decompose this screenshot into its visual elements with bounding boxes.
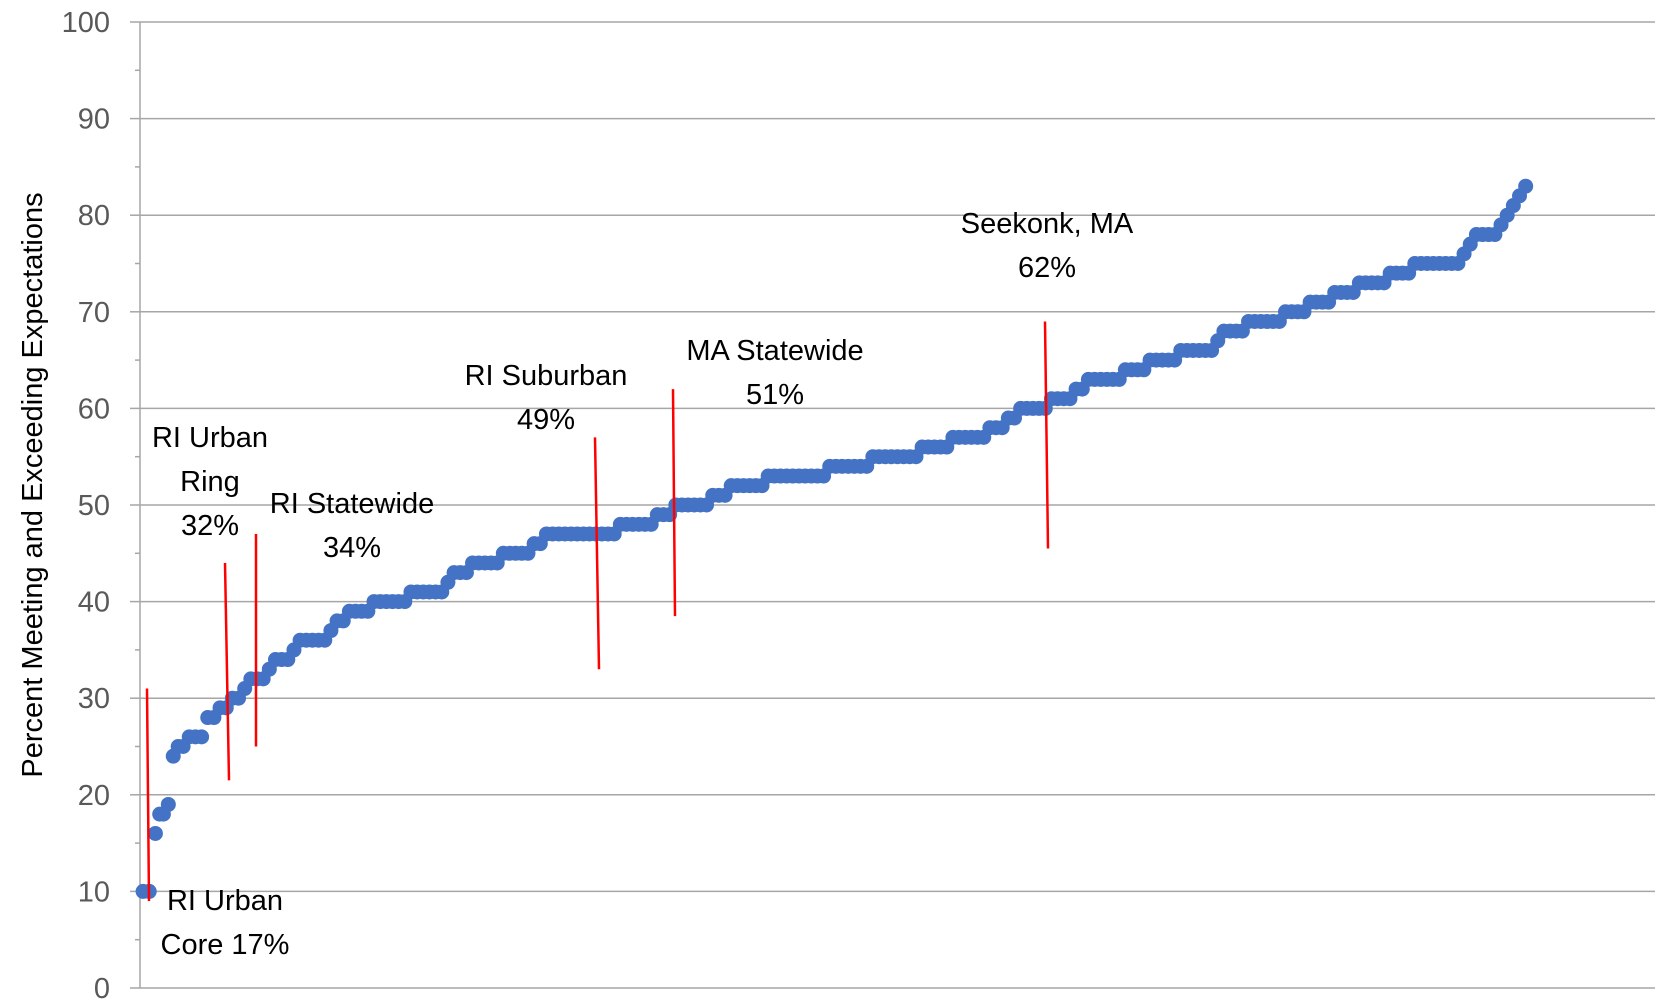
annotation-label: 62% <box>1018 252 1076 284</box>
data-point <box>160 796 176 812</box>
y-tick-label: 90 <box>78 104 110 136</box>
y-axis-label: Percent Meeting and Exceeding Expectatio… <box>17 192 49 777</box>
data-points <box>135 178 1534 899</box>
annotation-label: 51% <box>746 379 804 411</box>
annotation-label: RI Urban <box>167 885 283 917</box>
y-tick-label: 60 <box>78 393 110 425</box>
annotation-line <box>145 688 151 902</box>
annotation-line <box>223 562 231 781</box>
annotation-line <box>671 389 677 617</box>
axes <box>130 21 1655 989</box>
data-point <box>194 729 210 745</box>
y-tick-label: 50 <box>78 490 110 522</box>
annotation-label: 34% <box>323 532 381 564</box>
annotation-line <box>593 437 601 670</box>
y-tick-label: 80 <box>78 200 110 232</box>
annotations: RI Urban Core 17% RI Urban Ring 32% RI Statew… <box>145 208 1134 961</box>
y-tick-label: 100 <box>62 7 110 39</box>
annotation-label: MA Statewide <box>686 335 863 367</box>
y-tick-label: 30 <box>78 683 110 715</box>
y-tick-label: 40 <box>78 587 110 619</box>
annotation-label: RI Urban <box>152 422 268 454</box>
annotation-label: RI Statewide <box>270 488 434 520</box>
annotation-label: 32% <box>181 510 239 542</box>
annotation-label: Core 17% <box>161 929 290 961</box>
y-tick-labels: 0 10 20 30 40 50 60 70 80 90 100 <box>62 7 110 1003</box>
y-tick-label: 10 <box>78 876 110 908</box>
annotation-line <box>1043 321 1050 549</box>
data-point <box>1518 178 1534 194</box>
annotation-label: Ring <box>180 466 240 498</box>
annotation-label: RI Suburban <box>465 360 628 392</box>
y-tick-label: 20 <box>78 780 110 812</box>
data-point <box>147 825 163 841</box>
annotation-label: Seekonk, MA <box>961 208 1134 240</box>
y-tick-label: 70 <box>78 297 110 329</box>
y-tick-label: 0 <box>94 973 110 1003</box>
annotation-label: 49% <box>517 404 575 436</box>
